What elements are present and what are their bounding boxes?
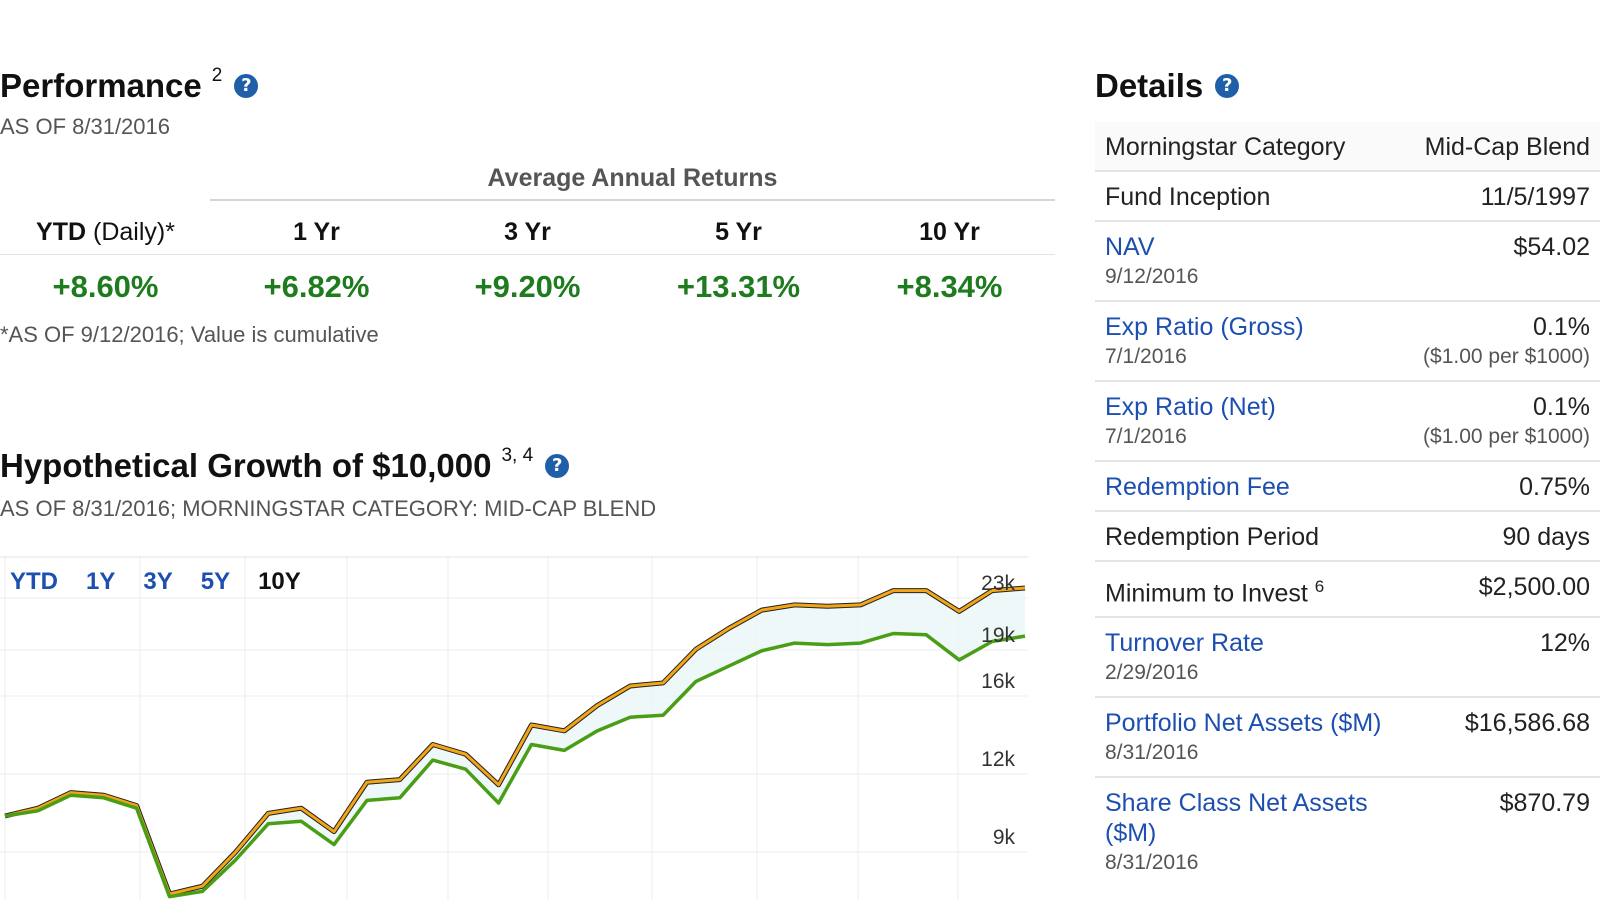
series-band-fill — [5, 588, 1025, 897]
detail-value: 11/5/1997 — [1480, 183, 1590, 211]
growth-heading: Hypothetical Growth of $10,000 3, 4 ? — [0, 444, 1055, 488]
y-tick-label: 9k — [993, 826, 1016, 849]
details-table: Morningstar Category Mid-Cap Blend Fund … — [1095, 122, 1600, 886]
returns-values-row: +8.60% +6.82% +9.20% +13.31% +8.34% — [0, 257, 1055, 317]
details-section: Details ? Morningstar Category Mid-Cap B… — [1095, 64, 1600, 886]
detail-label: Fund Inception — [1105, 183, 1271, 211]
detail-row-morningstar-category: Morningstar Category Mid-Cap Blend — [1095, 122, 1600, 172]
performance-as-of: AS OF 8/31/2016 — [0, 114, 170, 139]
detail-label: Redemption Period — [1105, 523, 1320, 551]
detail-value: Mid-Cap Blend — [1424, 133, 1590, 161]
portfolio-net-assets-link[interactable]: Portfolio Net Assets ($M) — [1105, 709, 1382, 738]
returns-col-1yr: 1 Yr — [293, 218, 340, 246]
detail-value: 12% — [1539, 629, 1590, 658]
exp-ratio-gross-link[interactable]: Exp Ratio (Gross) — [1105, 313, 1304, 341]
performance-title: Performance — [0, 67, 202, 104]
growth-as-of: AS OF 8/31/2016; MORNINGSTAR CATEGORY: M… — [0, 496, 657, 521]
range-1y[interactable]: 1Y — [86, 568, 116, 595]
detail-date: 9/12/2016 — [1105, 265, 1199, 288]
share-class-net-assets-link[interactable]: Share Class Net Assets ($M) — [1105, 789, 1368, 848]
detail-date: 7/1/2016 — [1105, 345, 1187, 368]
range-ytd[interactable]: YTD — [10, 568, 58, 595]
detail-row-share-class-net-assets: Share Class Net Assets ($M) 8/31/2016 $8… — [1095, 778, 1600, 886]
detail-date: 8/31/2016 — [1105, 851, 1199, 875]
returns-col-5yr: 5 Yr — [715, 218, 762, 246]
detail-date: 2/29/2016 — [1105, 661, 1199, 685]
series-line-2[interactable] — [4, 631, 1026, 899]
y-tick-label: 12k — [981, 748, 1015, 771]
detail-note: ($1.00 per $1000) — [1423, 345, 1590, 368]
detail-value: 90 days — [1502, 523, 1590, 551]
return-value-3yr: +9.20% — [474, 269, 581, 304]
detail-date: 8/31/2016 — [1105, 741, 1199, 765]
details-heading: Details ? — [1095, 64, 1600, 108]
returns-col-ytd: YTD (Daily)* — [36, 218, 175, 246]
minimum-footnote-ref[interactable]: 6 — [1314, 577, 1325, 596]
range-10y[interactable]: 10Y — [258, 568, 301, 595]
nav-link[interactable]: NAV — [1105, 233, 1155, 261]
redemption-fee-link[interactable]: Redemption Fee — [1105, 473, 1290, 501]
help-icon[interactable]: ? — [234, 74, 259, 98]
returns-col-3yr: 3 Yr — [504, 218, 551, 246]
detail-row-redemption-fee: Redemption Fee 0.75% — [1095, 462, 1600, 512]
detail-row-turnover-rate: Turnover Rate 2/29/2016 12% — [1095, 618, 1600, 699]
detail-row-nav: NAV 9/12/2016 $54.02 — [1095, 222, 1600, 302]
detail-value: $16,586.68 — [1464, 709, 1590, 738]
performance-footnote-ref[interactable]: 2 — [211, 65, 223, 86]
detail-date: 7/1/2016 — [1105, 425, 1187, 448]
detail-label: Morningstar Category — [1105, 133, 1346, 161]
detail-note: ($1.00 per $1000) — [1423, 425, 1590, 448]
growth-title: Hypothetical Growth of $10,000 — [0, 447, 492, 484]
detail-row-exp-ratio-net: Exp Ratio (Net) 7/1/2016 0.1% ($1.00 per… — [1095, 382, 1600, 462]
detail-value: $2,500.00 — [1478, 573, 1590, 601]
detail-value: $54.02 — [1513, 233, 1590, 261]
detail-value: 0.75% — [1519, 473, 1590, 501]
detail-row-minimum-to-invest: Minimum to Invest 6 $2,500.00 — [1095, 562, 1600, 619]
turnover-rate-link[interactable]: Turnover Rate — [1105, 629, 1264, 658]
y-tick-label: 16k — [981, 670, 1015, 693]
performance-footnote: *AS OF 9/12/2016; Value is cumulative — [0, 322, 379, 347]
growth-section: Hypothetical Growth of $10,000 3, 4 ? AS… — [0, 444, 1055, 522]
help-icon[interactable]: ? — [1215, 74, 1240, 98]
return-value-10yr: +8.34% — [896, 269, 1003, 304]
y-tick-label: 23k — [981, 572, 1015, 595]
detail-row-redemption-period: Redemption Period 90 days — [1095, 512, 1600, 562]
growth-chart[interactable]: 23k 19k 16k 12k 9k YTD 1Y 3Y 5Y 10Y — [0, 556, 1055, 900]
detail-label: Minimum to Invest 6 — [1105, 577, 1325, 608]
growth-chart-svg: 23k 19k 16k 12k 9k — [0, 556, 1028, 900]
detail-row-portfolio-net-assets: Portfolio Net Assets ($M) 8/31/2016 $16,… — [1095, 698, 1600, 779]
return-value-ytd: +8.60% — [52, 269, 159, 304]
exp-ratio-net-link[interactable]: Exp Ratio (Net) — [1105, 393, 1276, 421]
detail-value: $870.79 — [1499, 789, 1590, 818]
detail-row-exp-ratio-gross: Exp Ratio (Gross) 7/1/2016 0.1% ($1.00 p… — [1095, 302, 1600, 382]
detail-value: 0.1% — [1533, 313, 1590, 341]
growth-footnote-ref[interactable]: 3, 4 — [501, 445, 534, 466]
help-icon[interactable]: ? — [545, 454, 570, 478]
details-title: Details — [1095, 67, 1204, 104]
performance-section: Performance 2 ? AS OF 8/31/2016 Average … — [0, 64, 1055, 347]
returns-col-10yr: 10 Yr — [919, 218, 980, 246]
performance-heading: Performance 2 ? — [0, 64, 1055, 108]
return-value-5yr: +13.31% — [676, 269, 801, 304]
detail-row-fund-inception: Fund Inception 11/5/1997 — [1095, 172, 1600, 222]
return-value-1yr: +6.82% — [263, 269, 370, 304]
detail-value: 0.1% — [1533, 393, 1590, 421]
series-line-1[interactable] — [4, 586, 1026, 896]
range-3y[interactable]: 3Y — [143, 568, 173, 595]
returns-header-row: YTD (Daily)* 1 Yr 3 Yr 5 Yr 10 Yr — [0, 209, 1055, 255]
average-annual-returns-title: Average Annual Returns — [210, 164, 1055, 201]
range-5y[interactable]: 5Y — [200, 568, 231, 595]
y-tick-label: 19k — [981, 624, 1015, 647]
range-selector: YTD 1Y 3Y 5Y 10Y — [10, 568, 301, 596]
